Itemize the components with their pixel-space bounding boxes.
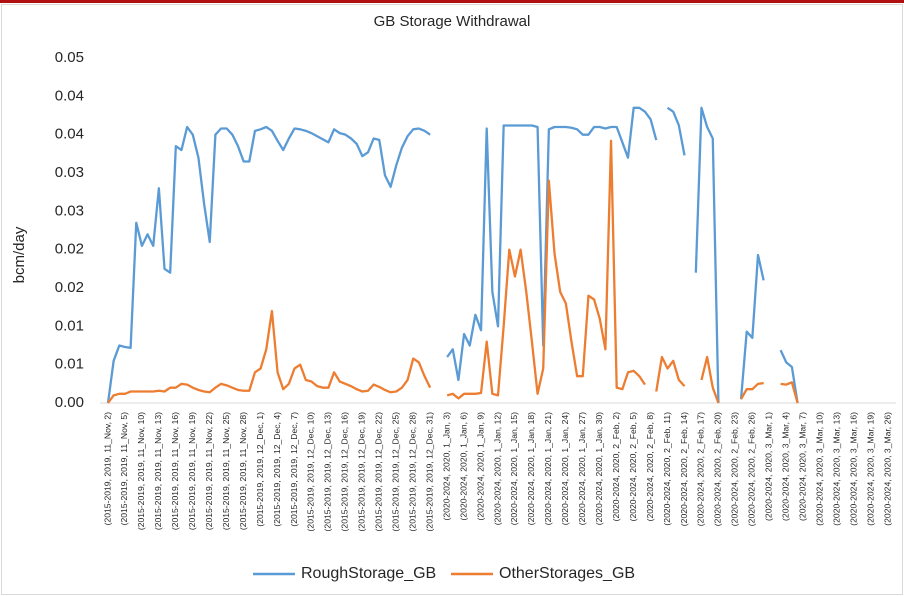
x-tick-label: (2020-2024, 2020, 2_Feb, 26) (747, 412, 757, 526)
y-tick-label: 0.01 (55, 317, 84, 334)
x-tick-label: (2020-2024, 2020, 3_Mar, 13) (831, 412, 841, 526)
x-tick-label: (2015-2019, 2019, 12_Dec, 1) (255, 412, 265, 527)
x-tick-label: (2020-2024, 2020, 1_Jan, 30) (594, 412, 604, 525)
x-tick-label: (2015-2019, 2019, 11_Nov, 25) (221, 412, 231, 530)
y-tick-label: 0.00 (55, 394, 84, 411)
x-tick-label: (2020-2024, 2020, 1_Jan, 3) (441, 412, 451, 521)
x-tick-label: (2020-2024, 2020, 1_Jan, 9) (475, 412, 485, 521)
x-tick-label: (2020-2024, 2020, 1_Jan, 15) (509, 412, 519, 525)
y-tick-label: 0.04 (55, 126, 84, 143)
x-tick-label: (2020-2024, 2020, 3_Mar, 16) (848, 412, 858, 526)
y-tick-label: 0.02 (55, 241, 84, 258)
x-tick-label: (2020-2024, 2020, 1_Jan, 12) (492, 412, 502, 525)
x-tick-label: (2020-2024, 2020, 3_Mar, 26) (882, 412, 892, 526)
x-tick-label: (2015-2019, 2019, 11_Nov, 22) (204, 412, 214, 530)
x-tick-label: (2020-2024, 2020, 2_Feb, 20) (713, 412, 723, 526)
y-axis-label: bcm/day (11, 226, 28, 283)
legend-label: OtherStorages_GB (499, 565, 635, 582)
x-tick-label: (2015-2019, 2019, 11_Nov, 5) (119, 412, 129, 526)
chart-title: GB Storage Withdrawal (374, 13, 531, 30)
x-tick-label: (2020-2024, 2020, 2_Feb, 11) (662, 412, 672, 526)
x-tick-label: (2020-2024, 2020, 1_Jan, 6) (458, 412, 468, 521)
x-tick-label: (2015-2019, 2019, 12_Dec, 28) (407, 412, 417, 532)
x-tick-label: (2015-2019, 2019, 11_Nov, 2) (102, 412, 112, 526)
x-tick-label: (2015-2019, 2019, 12_Dec, 4) (272, 412, 282, 527)
x-tick-label: (2015-2019, 2019, 12_Dec, 7) (289, 412, 299, 527)
x-tick-label: (2020-2024, 2020, 2_Feb, 8) (645, 412, 655, 522)
x-tick-label: (2020-2024, 2020, 3_Mar, 10) (814, 412, 824, 526)
top-border (0, 0, 904, 3)
x-tick-label: (2015-2019, 2019, 11_Nov, 19) (187, 412, 197, 530)
x-tick-label: (2020-2024, 2020, 3_Mar, 7) (797, 412, 807, 521)
x-tick-label: (2020-2024, 2020, 2_Feb, 14) (679, 412, 689, 526)
x-tick-label: (2015-2019, 2019, 11_Nov, 10) (136, 412, 146, 530)
x-tick-label: (2015-2019, 2019, 11_Nov, 13) (153, 412, 163, 530)
x-tick-label: (2020-2024, 2020, 2_Feb, 2) (611, 412, 621, 522)
series-line (107, 139, 799, 404)
y-tick-label: 0.01 (55, 356, 84, 373)
x-tick-label: (2020-2024, 2020, 2_Feb, 5) (628, 412, 638, 522)
x-tick-label: (2015-2019, 2019, 12_Dec, 31) (424, 412, 434, 532)
y-tick-label: 0.03 (55, 202, 84, 219)
x-tick-label: (2015-2019, 2019, 12_Dec, 25) (391, 412, 401, 532)
x-tick-label: (2020-2024, 2020, 1_Jan, 27) (577, 412, 587, 525)
x-tick-label: (2015-2019, 2019, 12_Dec, 22) (374, 412, 384, 532)
x-tick-label: (2020-2024, 2020, 2_Feb, 17) (696, 412, 706, 526)
x-tick-label: (2015-2019, 2019, 11_Nov, 28) (238, 412, 248, 530)
x-tick-label: (2020-2024, 2020, 1_Jan, 24) (560, 412, 570, 525)
x-tick-label: (2015-2019, 2019, 11_Nov, 16) (170, 412, 180, 530)
x-tick-label: (2020-2024, 2020, 1_Jan, 18) (526, 412, 536, 525)
x-tick-label: (2015-2019, 2019, 12_Dec, 10) (306, 412, 316, 532)
y-tick-label: 0.03 (55, 164, 84, 181)
x-tick-label: (2020-2024, 2020, 3_Mar, 1) (764, 412, 774, 521)
series-line (106, 106, 799, 404)
x-tick-label: (2020-2024, 2020, 3_Mar, 19) (865, 412, 875, 526)
y-tick-label: 0.02 (55, 279, 84, 296)
y-tick-label: 0.05 (55, 49, 84, 66)
legend-label: RoughStorage_GB (301, 565, 436, 582)
x-tick-label: (2015-2019, 2019, 12_Dec, 13) (323, 412, 333, 532)
chart-frame (1, 4, 903, 595)
x-tick-label: (2020-2024, 2020, 3_Mar, 4) (781, 412, 791, 521)
x-tick-label: (2015-2019, 2019, 12_Dec, 19) (357, 412, 367, 532)
x-tick-label: (2020-2024, 2020, 1_Jan, 21) (543, 412, 553, 525)
y-tick-label: 0.04 (55, 87, 84, 104)
x-tick-label: (2020-2024, 2020, 2_Feb, 23) (730, 412, 740, 526)
x-tick-label: (2015-2019, 2019, 12_Dec, 16) (340, 412, 350, 532)
